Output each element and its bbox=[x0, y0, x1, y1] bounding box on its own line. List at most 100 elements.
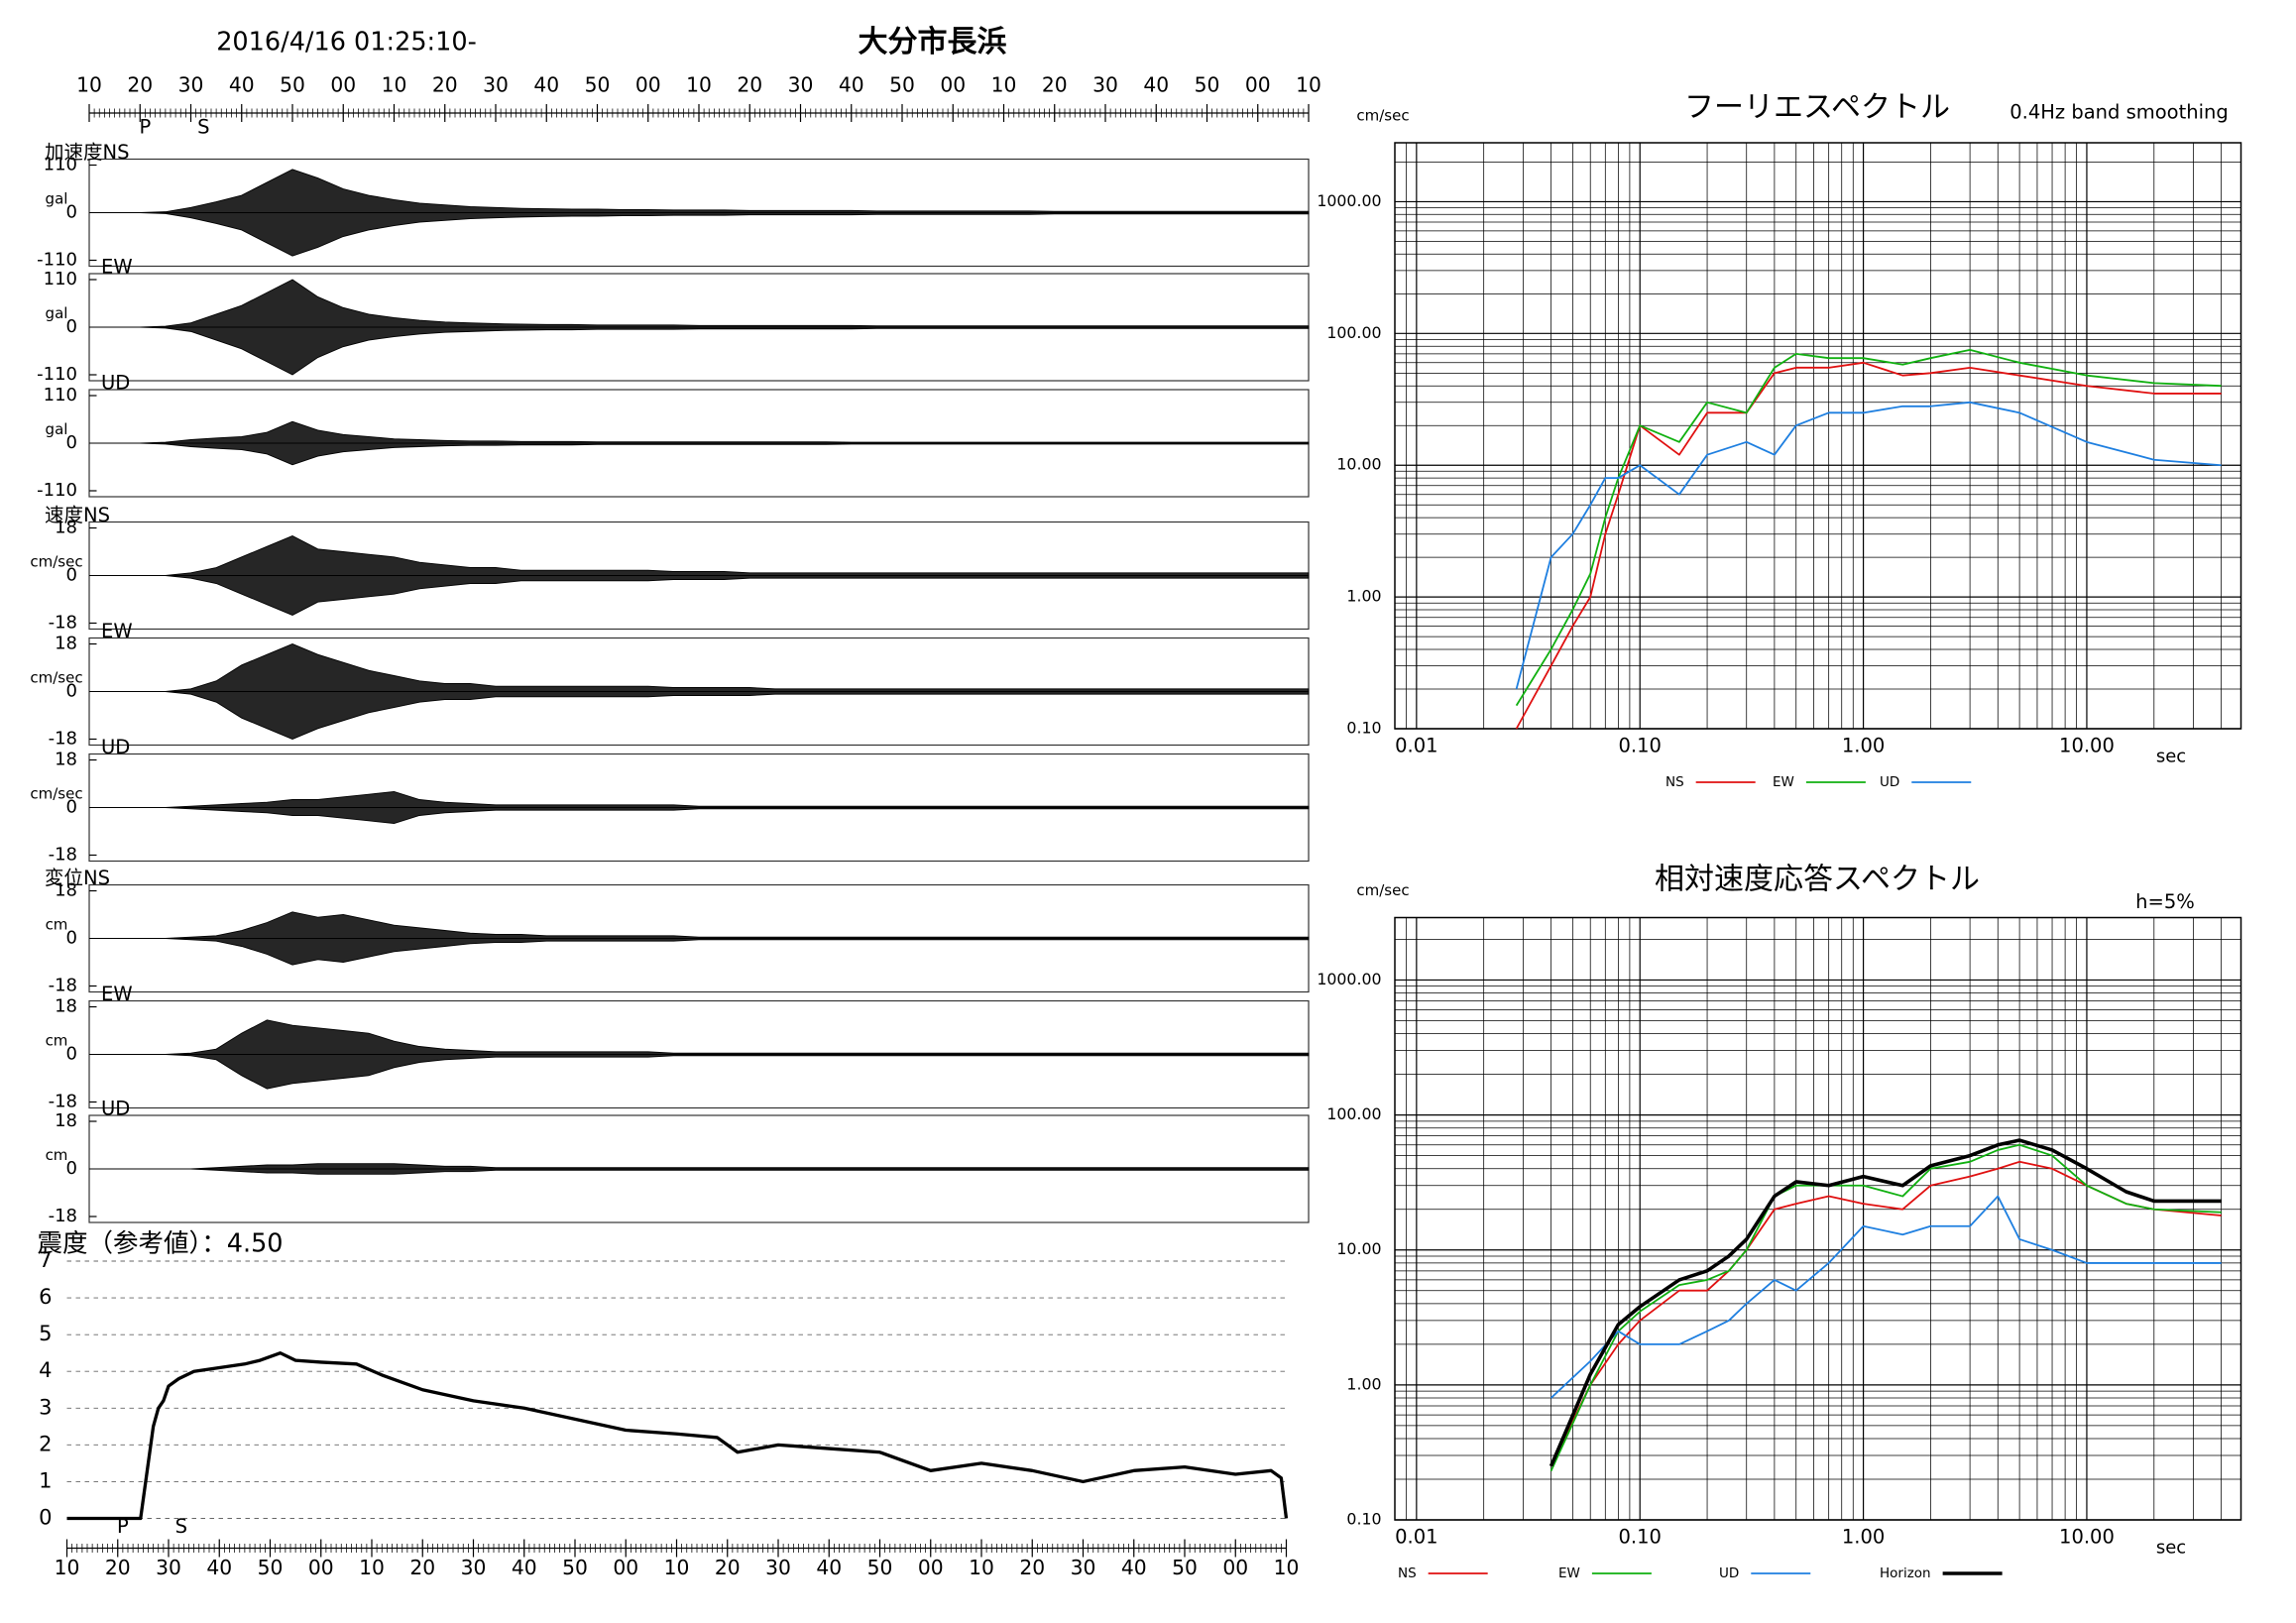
y-tick-label: 110 bbox=[44, 155, 77, 175]
series-line bbox=[1549, 1138, 2222, 1467]
waveform-envelope bbox=[89, 420, 1310, 466]
y-tick-label: -110 bbox=[37, 250, 77, 271]
waveform-envelope bbox=[89, 911, 1310, 966]
x-tick-label: 20 bbox=[105, 1556, 131, 1579]
y-tick-label: 1.00 bbox=[1346, 1374, 1381, 1393]
waveform-envelope bbox=[89, 279, 1310, 376]
chart-subtitle: 2016/4/16 01:25:10- bbox=[216, 28, 477, 58]
chart-title: 相対速度応答スペクトル bbox=[1655, 863, 1980, 897]
x-tick-label: 10 bbox=[55, 1556, 80, 1579]
y-tick-label: 18 bbox=[55, 750, 77, 770]
x-tick-label: 30 bbox=[765, 1556, 791, 1579]
y-tick-label: 110 bbox=[44, 269, 77, 290]
x-tick-label: 10.00 bbox=[2059, 1526, 2115, 1549]
y-tick-label: 18 bbox=[55, 1110, 77, 1131]
legend-label: UD bbox=[1880, 774, 1899, 790]
y-tick-label: 0.10 bbox=[1346, 719, 1381, 738]
x-tick-label: 00 bbox=[308, 1556, 334, 1579]
chart-subtitle: h=5% bbox=[2135, 890, 2195, 913]
x-tick-label: 40 bbox=[839, 73, 864, 97]
x-tick-label: 50 bbox=[1172, 1556, 1198, 1579]
y-tick-label: 18 bbox=[55, 996, 77, 1017]
x-tick-label: 30 bbox=[178, 73, 204, 97]
y-tick-label: -110 bbox=[37, 480, 77, 501]
series-line bbox=[1515, 361, 2222, 730]
phase-label: S bbox=[175, 1515, 187, 1538]
x-tick-label: 00 bbox=[613, 1556, 638, 1579]
panel-label: EW bbox=[101, 620, 133, 642]
y-tick-label: 10.00 bbox=[1336, 455, 1381, 474]
legend-label: UD bbox=[1719, 1565, 1739, 1581]
y-tick-label: -18 bbox=[49, 729, 77, 750]
phase-label: P bbox=[117, 1515, 129, 1538]
panel-unit: cm/sec bbox=[30, 553, 82, 571]
phase-label: S bbox=[197, 116, 209, 139]
panel-unit: cm/sec bbox=[30, 785, 82, 803]
x-tick-label: 30 bbox=[483, 73, 509, 97]
x-tick-label: 30 bbox=[1071, 1556, 1096, 1579]
y-tick-label: 0 bbox=[66, 1158, 77, 1179]
x-tick-label: 50 bbox=[562, 1556, 588, 1579]
y-tick-label: 0 bbox=[66, 316, 77, 337]
x-tick-label: 20 bbox=[127, 73, 153, 97]
y-tick-label: 0 bbox=[66, 681, 77, 702]
y-tick-label: -18 bbox=[49, 845, 77, 866]
y-axis-label: cm/sec bbox=[1356, 881, 1409, 899]
y-tick-label: 3 bbox=[39, 1395, 52, 1419]
x-tick-label: 40 bbox=[1143, 73, 1169, 97]
legend-label: NS bbox=[1665, 774, 1684, 790]
panel-label: 速度NS bbox=[45, 504, 110, 526]
waveform-envelope bbox=[89, 791, 1310, 824]
legend-label: NS bbox=[1398, 1565, 1417, 1581]
y-tick-label: 1000.00 bbox=[1317, 970, 1381, 988]
x-tick-label: 40 bbox=[512, 1556, 537, 1579]
x-tick-label: 30 bbox=[788, 73, 814, 97]
x-tick-label: 40 bbox=[206, 1556, 232, 1579]
y-tick-label: -110 bbox=[37, 364, 77, 385]
y-tick-label: 0 bbox=[66, 1044, 77, 1065]
x-tick-label: 50 bbox=[889, 73, 915, 97]
panel-unit: cm bbox=[46, 916, 68, 934]
y-tick-label: 0 bbox=[66, 797, 77, 818]
chart-title: フーリエスペクトル bbox=[1684, 90, 1950, 125]
x-tick-label: 30 bbox=[1092, 73, 1118, 97]
series-line bbox=[1550, 1160, 2222, 1467]
series-line bbox=[1515, 349, 2222, 707]
panel-label: EW bbox=[101, 983, 133, 1005]
phase-label: P bbox=[139, 116, 151, 139]
y-tick-label: 18 bbox=[55, 880, 77, 901]
panel-unit: gal bbox=[46, 304, 68, 322]
y-tick-label: 0 bbox=[66, 432, 77, 453]
legend-label: EW bbox=[1558, 1565, 1580, 1581]
y-tick-label: -18 bbox=[49, 976, 77, 996]
x-tick-label: 40 bbox=[1121, 1556, 1147, 1579]
x-tick-label: 00 bbox=[635, 73, 661, 97]
panel-label: 変位NS bbox=[45, 867, 110, 889]
x-tick-label: 20 bbox=[409, 1556, 435, 1579]
x-tick-label: 10 bbox=[382, 73, 407, 97]
x-tick-label: 50 bbox=[280, 73, 305, 97]
y-tick-label: 0 bbox=[66, 202, 77, 223]
y-tick-label: 6 bbox=[39, 1285, 52, 1309]
x-tick-label: 10.00 bbox=[2059, 735, 2115, 757]
x-tick-label: 10 bbox=[686, 73, 712, 97]
panel-label: UD bbox=[101, 736, 130, 758]
waveform-envelope bbox=[89, 1163, 1310, 1175]
y-tick-label: 100.00 bbox=[1326, 323, 1381, 342]
x-tick-label: 1.00 bbox=[1842, 735, 1885, 757]
y-tick-label: 0 bbox=[66, 928, 77, 949]
panel-label: UD bbox=[101, 1098, 130, 1120]
y-tick-label: 110 bbox=[44, 385, 77, 406]
x-tick-label: 1.00 bbox=[1842, 1526, 1885, 1549]
y-tick-label: -18 bbox=[49, 613, 77, 634]
x-tick-label: 40 bbox=[229, 73, 255, 97]
waveform-envelope bbox=[89, 1019, 1310, 1090]
legend-label: Horizon bbox=[1880, 1565, 1931, 1581]
y-tick-label: 18 bbox=[55, 518, 77, 538]
panel-unit: cm bbox=[46, 1146, 68, 1164]
x-tick-label: 20 bbox=[737, 73, 762, 97]
waveform-envelope bbox=[89, 169, 1310, 257]
y-tick-label: 0 bbox=[39, 1506, 52, 1530]
